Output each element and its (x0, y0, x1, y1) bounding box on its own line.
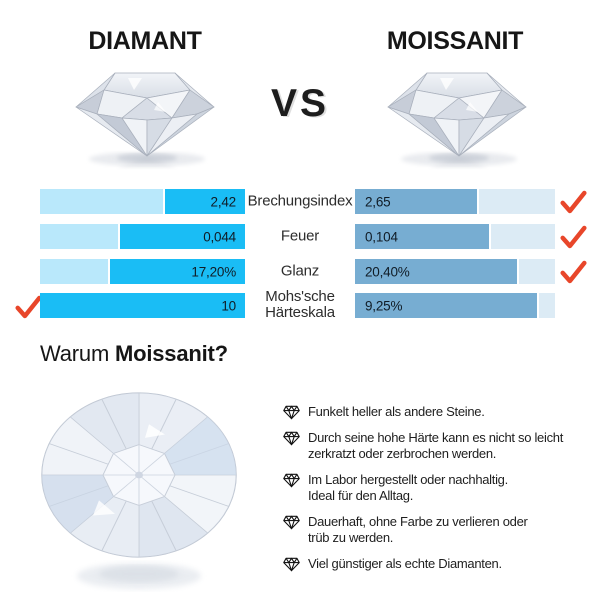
gem-icon (283, 515, 300, 530)
moissanit-title: MOISSANIT (386, 27, 524, 55)
why-heading: Warum Moissanit? (40, 341, 228, 367)
benefits-list: Funkelt heller als andere Steine. Durch … (283, 404, 588, 572)
metric-label: Brechungsindex (247, 192, 353, 210)
list-item-text: Viel günstiger als echte Diamanten. (308, 556, 502, 572)
diamant-bar: 17,20% (40, 259, 245, 284)
diamant-value: 0,044 (203, 229, 236, 244)
moissanit-image (382, 60, 532, 170)
diamant-value: 17,20% (191, 264, 236, 279)
diamant-value: 2,42 (210, 194, 237, 209)
round-diamond-image (41, 392, 237, 589)
diamant-value: 10 (221, 298, 236, 313)
text-line: Ideal für den Alltag. (308, 488, 414, 503)
diamant-title: DIAMANT (88, 27, 202, 55)
moissanit-bar: 20,40% (355, 259, 555, 284)
diamant-bar: 2,42 (40, 189, 245, 214)
moissanit-bar-fill (355, 224, 491, 249)
check-icon (560, 225, 587, 249)
list-item-text: Durch seine hohe Härte kann es nicht so … (308, 430, 563, 462)
check-icon (560, 260, 587, 284)
list-item-text: Dauerhaft, ohne Farbe zu verlieren oder … (308, 514, 528, 546)
gem-icon (283, 557, 300, 572)
moissanit-bar: 2,65 (355, 189, 555, 214)
list-item: Funkelt heller als andere Steine. (283, 404, 588, 420)
moissanit-bar-fill (355, 293, 539, 318)
gem-icon (283, 431, 300, 446)
moissanit-value: 20,40% (365, 264, 410, 279)
moissanit-bar: 0,104 (355, 224, 555, 249)
text-line: Durch seine hohe Härte kann es nicht so … (308, 430, 564, 445)
list-item: Viel günstiger als echte Diamanten. (283, 556, 588, 572)
check-icon (560, 190, 587, 214)
moissanit-value: 0,104 (365, 229, 398, 244)
diamant-image (75, 72, 215, 168)
diamant-bar-fill (117, 224, 245, 249)
text-line: Viel günstiger als echte Diamanten. (308, 556, 502, 571)
metric-label: Glanz (280, 262, 320, 280)
vs-label: VS (270, 82, 330, 125)
comparison-row-haerteskala: 10 Mohs'sche Härteskala 9,25% (0, 288, 600, 321)
comparison-row-feuer: 0,044 Feuer 0,104 (0, 224, 600, 249)
diamant-bar-fill (40, 293, 245, 318)
comparison-row-glanz: 17,20% Glanz 20,40% (0, 259, 600, 284)
comparison-row-brechungsindex: 2,42 Brechungsindex 2,65 (0, 189, 600, 214)
metric-label: Mohs'sche Härteskala (265, 287, 335, 322)
diamant-bar: 0,044 (40, 224, 245, 249)
list-item: Im Labor hergestellt oder nachhaltig. Id… (283, 472, 588, 504)
text-line: Dauerhaft, ohne Farbe zu verlieren oder (308, 514, 528, 529)
why-heading-bold: Moissanit? (115, 341, 228, 366)
moissanit-value: 2,65 (365, 194, 391, 209)
moissanit-bar-fill (355, 189, 479, 214)
text-line: trüb zu werden. (308, 530, 394, 545)
gem-icon (283, 405, 300, 420)
list-item-text: Funkelt heller als andere Steine. (308, 404, 485, 420)
why-heading-regular: Warum (40, 341, 110, 366)
text-line: Im Labor hergestellt oder nachhaltig. (308, 472, 508, 487)
text-line: Funkelt heller als andere Steine. (308, 404, 485, 419)
check-icon (15, 295, 42, 319)
list-item: Dauerhaft, ohne Farbe zu verlieren oder … (283, 514, 588, 546)
list-item: Durch seine hohe Härte kann es nicht so … (283, 430, 588, 462)
diamant-bar-fill (107, 259, 245, 284)
text-line: zerkratzt oder zerbrochen werden. (308, 446, 497, 461)
diamant-bar: 10 (40, 293, 245, 318)
gem-icon (283, 473, 300, 488)
list-item-text: Im Labor hergestellt oder nachhaltig. Id… (308, 472, 508, 504)
moissanit-bar-fill (355, 259, 519, 284)
moissanit-bar: 9,25% (355, 293, 555, 318)
diamant-bar-fill (163, 189, 245, 214)
metric-label: Feuer (280, 227, 320, 245)
moissanit-value: 9,25% (365, 298, 403, 313)
